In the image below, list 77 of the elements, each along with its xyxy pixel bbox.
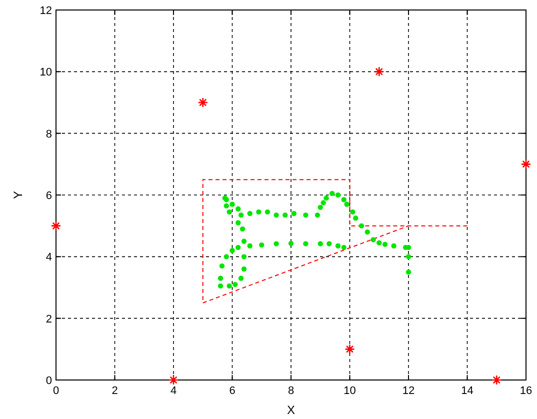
point bbox=[256, 209, 262, 215]
point bbox=[236, 220, 241, 226]
point bbox=[168, 374, 179, 386]
point bbox=[341, 197, 346, 202]
x-tick-label: 16 bbox=[520, 385, 532, 397]
y-tick-label: 4 bbox=[46, 252, 52, 264]
x-tick-label: 12 bbox=[402, 385, 415, 397]
point bbox=[240, 226, 246, 232]
point bbox=[358, 223, 364, 228]
point bbox=[374, 66, 384, 77]
x-tick-label: 6 bbox=[229, 385, 236, 397]
point bbox=[376, 240, 382, 246]
point bbox=[344, 344, 355, 354]
point bbox=[324, 195, 329, 201]
y-tick-label: 12 bbox=[40, 5, 52, 17]
point bbox=[259, 242, 264, 248]
point bbox=[226, 283, 232, 289]
point bbox=[370, 237, 376, 242]
x-tick-label: 8 bbox=[288, 385, 294, 397]
point bbox=[341, 244, 346, 250]
x-tick-label: 2 bbox=[112, 385, 118, 397]
point bbox=[330, 190, 335, 196]
point bbox=[520, 159, 532, 170]
point bbox=[230, 248, 235, 254]
y-tick-label: 2 bbox=[46, 313, 52, 326]
point bbox=[303, 212, 308, 218]
point bbox=[238, 276, 244, 281]
y-tick-label: 6 bbox=[46, 190, 52, 202]
point bbox=[382, 242, 388, 247]
point bbox=[326, 241, 332, 246]
point bbox=[274, 241, 279, 246]
point bbox=[406, 254, 412, 260]
point bbox=[238, 212, 244, 218]
x-axis-title: X bbox=[286, 403, 296, 417]
point bbox=[406, 269, 412, 275]
point bbox=[50, 220, 62, 231]
point bbox=[230, 202, 235, 207]
point bbox=[198, 97, 208, 108]
point bbox=[318, 204, 323, 210]
point bbox=[236, 206, 241, 212]
point bbox=[264, 209, 270, 215]
point bbox=[335, 192, 341, 198]
x-tick-label: 14 bbox=[461, 385, 474, 397]
point bbox=[350, 209, 356, 215]
point bbox=[303, 241, 308, 246]
y-axis-title: Y bbox=[11, 190, 25, 200]
point bbox=[288, 240, 294, 246]
y-tick-label: 10 bbox=[40, 66, 52, 79]
point bbox=[247, 210, 252, 216]
point bbox=[247, 243, 252, 248]
point bbox=[224, 203, 229, 208]
point bbox=[274, 212, 279, 218]
x-tick-label: 10 bbox=[344, 385, 356, 397]
point bbox=[241, 266, 247, 272]
point bbox=[241, 254, 247, 260]
point bbox=[318, 241, 323, 246]
point bbox=[344, 202, 350, 207]
y-tick-label: 8 bbox=[46, 128, 52, 140]
point bbox=[219, 263, 225, 269]
point bbox=[291, 210, 297, 216]
point bbox=[364, 229, 370, 235]
y-tick-label: 0 bbox=[46, 375, 52, 387]
point bbox=[353, 216, 358, 221]
x-tick-label: 4 bbox=[170, 385, 177, 397]
point bbox=[320, 200, 326, 206]
point bbox=[218, 283, 224, 289]
point bbox=[335, 243, 341, 248]
point bbox=[282, 212, 288, 218]
point bbox=[224, 254, 229, 260]
point bbox=[241, 238, 247, 244]
point bbox=[218, 276, 224, 281]
point bbox=[236, 244, 241, 250]
point bbox=[226, 209, 232, 215]
point bbox=[232, 282, 238, 288]
point bbox=[314, 212, 320, 218]
point bbox=[391, 243, 396, 248]
point bbox=[491, 374, 502, 386]
